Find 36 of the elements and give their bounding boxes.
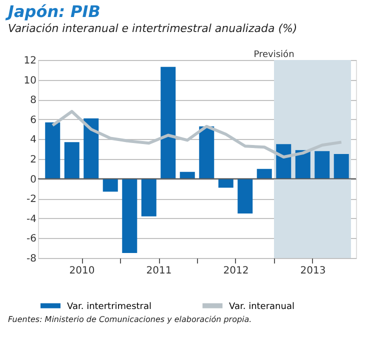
y-tick-label: 2 bbox=[30, 154, 36, 166]
y-tick-label: -6 bbox=[26, 234, 36, 245]
y-tick-label: -2 bbox=[26, 194, 36, 206]
bar bbox=[314, 151, 330, 179]
y-tick-label: 12 bbox=[24, 56, 36, 66]
y-tick-label: 4 bbox=[30, 134, 36, 146]
bar bbox=[160, 66, 176, 179]
bar bbox=[141, 178, 156, 216]
bar bbox=[199, 126, 214, 179]
y-tick-label: 0 bbox=[30, 174, 36, 186]
bar bbox=[276, 144, 292, 179]
bar bbox=[180, 172, 195, 179]
bar bbox=[102, 178, 118, 192]
x-tick-label: 2012 bbox=[223, 266, 249, 276]
bar bbox=[238, 178, 253, 214]
y-tick-label: -8 bbox=[26, 254, 36, 264]
bar bbox=[45, 122, 60, 179]
legend-label: Var. intertrimestral bbox=[67, 302, 152, 312]
y-tick-label: -4 bbox=[26, 214, 36, 225]
y-tick-label: 10 bbox=[24, 75, 36, 86]
chart-subtitle: Variación interanual e intertrimestral anualizada (%) bbox=[8, 22, 298, 35]
bar bbox=[218, 178, 234, 188]
bar bbox=[334, 154, 349, 179]
chart-title: Japón: PIB bbox=[5, 2, 100, 21]
bar bbox=[256, 168, 272, 179]
y-tick-label: 6 bbox=[30, 114, 36, 126]
bar bbox=[122, 178, 138, 254]
legend-label: Var. interanual bbox=[229, 302, 294, 312]
bar bbox=[84, 118, 99, 179]
x-tick-label: 2011 bbox=[146, 266, 172, 276]
x-tick-label: 2013 bbox=[300, 266, 326, 276]
y-tick-label: 8 bbox=[30, 95, 36, 106]
band-label: Previsión bbox=[254, 49, 294, 60]
bar bbox=[64, 142, 80, 179]
x-tick-label: 2010 bbox=[69, 266, 95, 276]
source-note: Fuentes: Ministerio de Comunicaciones y elaboración propia. bbox=[8, 315, 252, 324]
